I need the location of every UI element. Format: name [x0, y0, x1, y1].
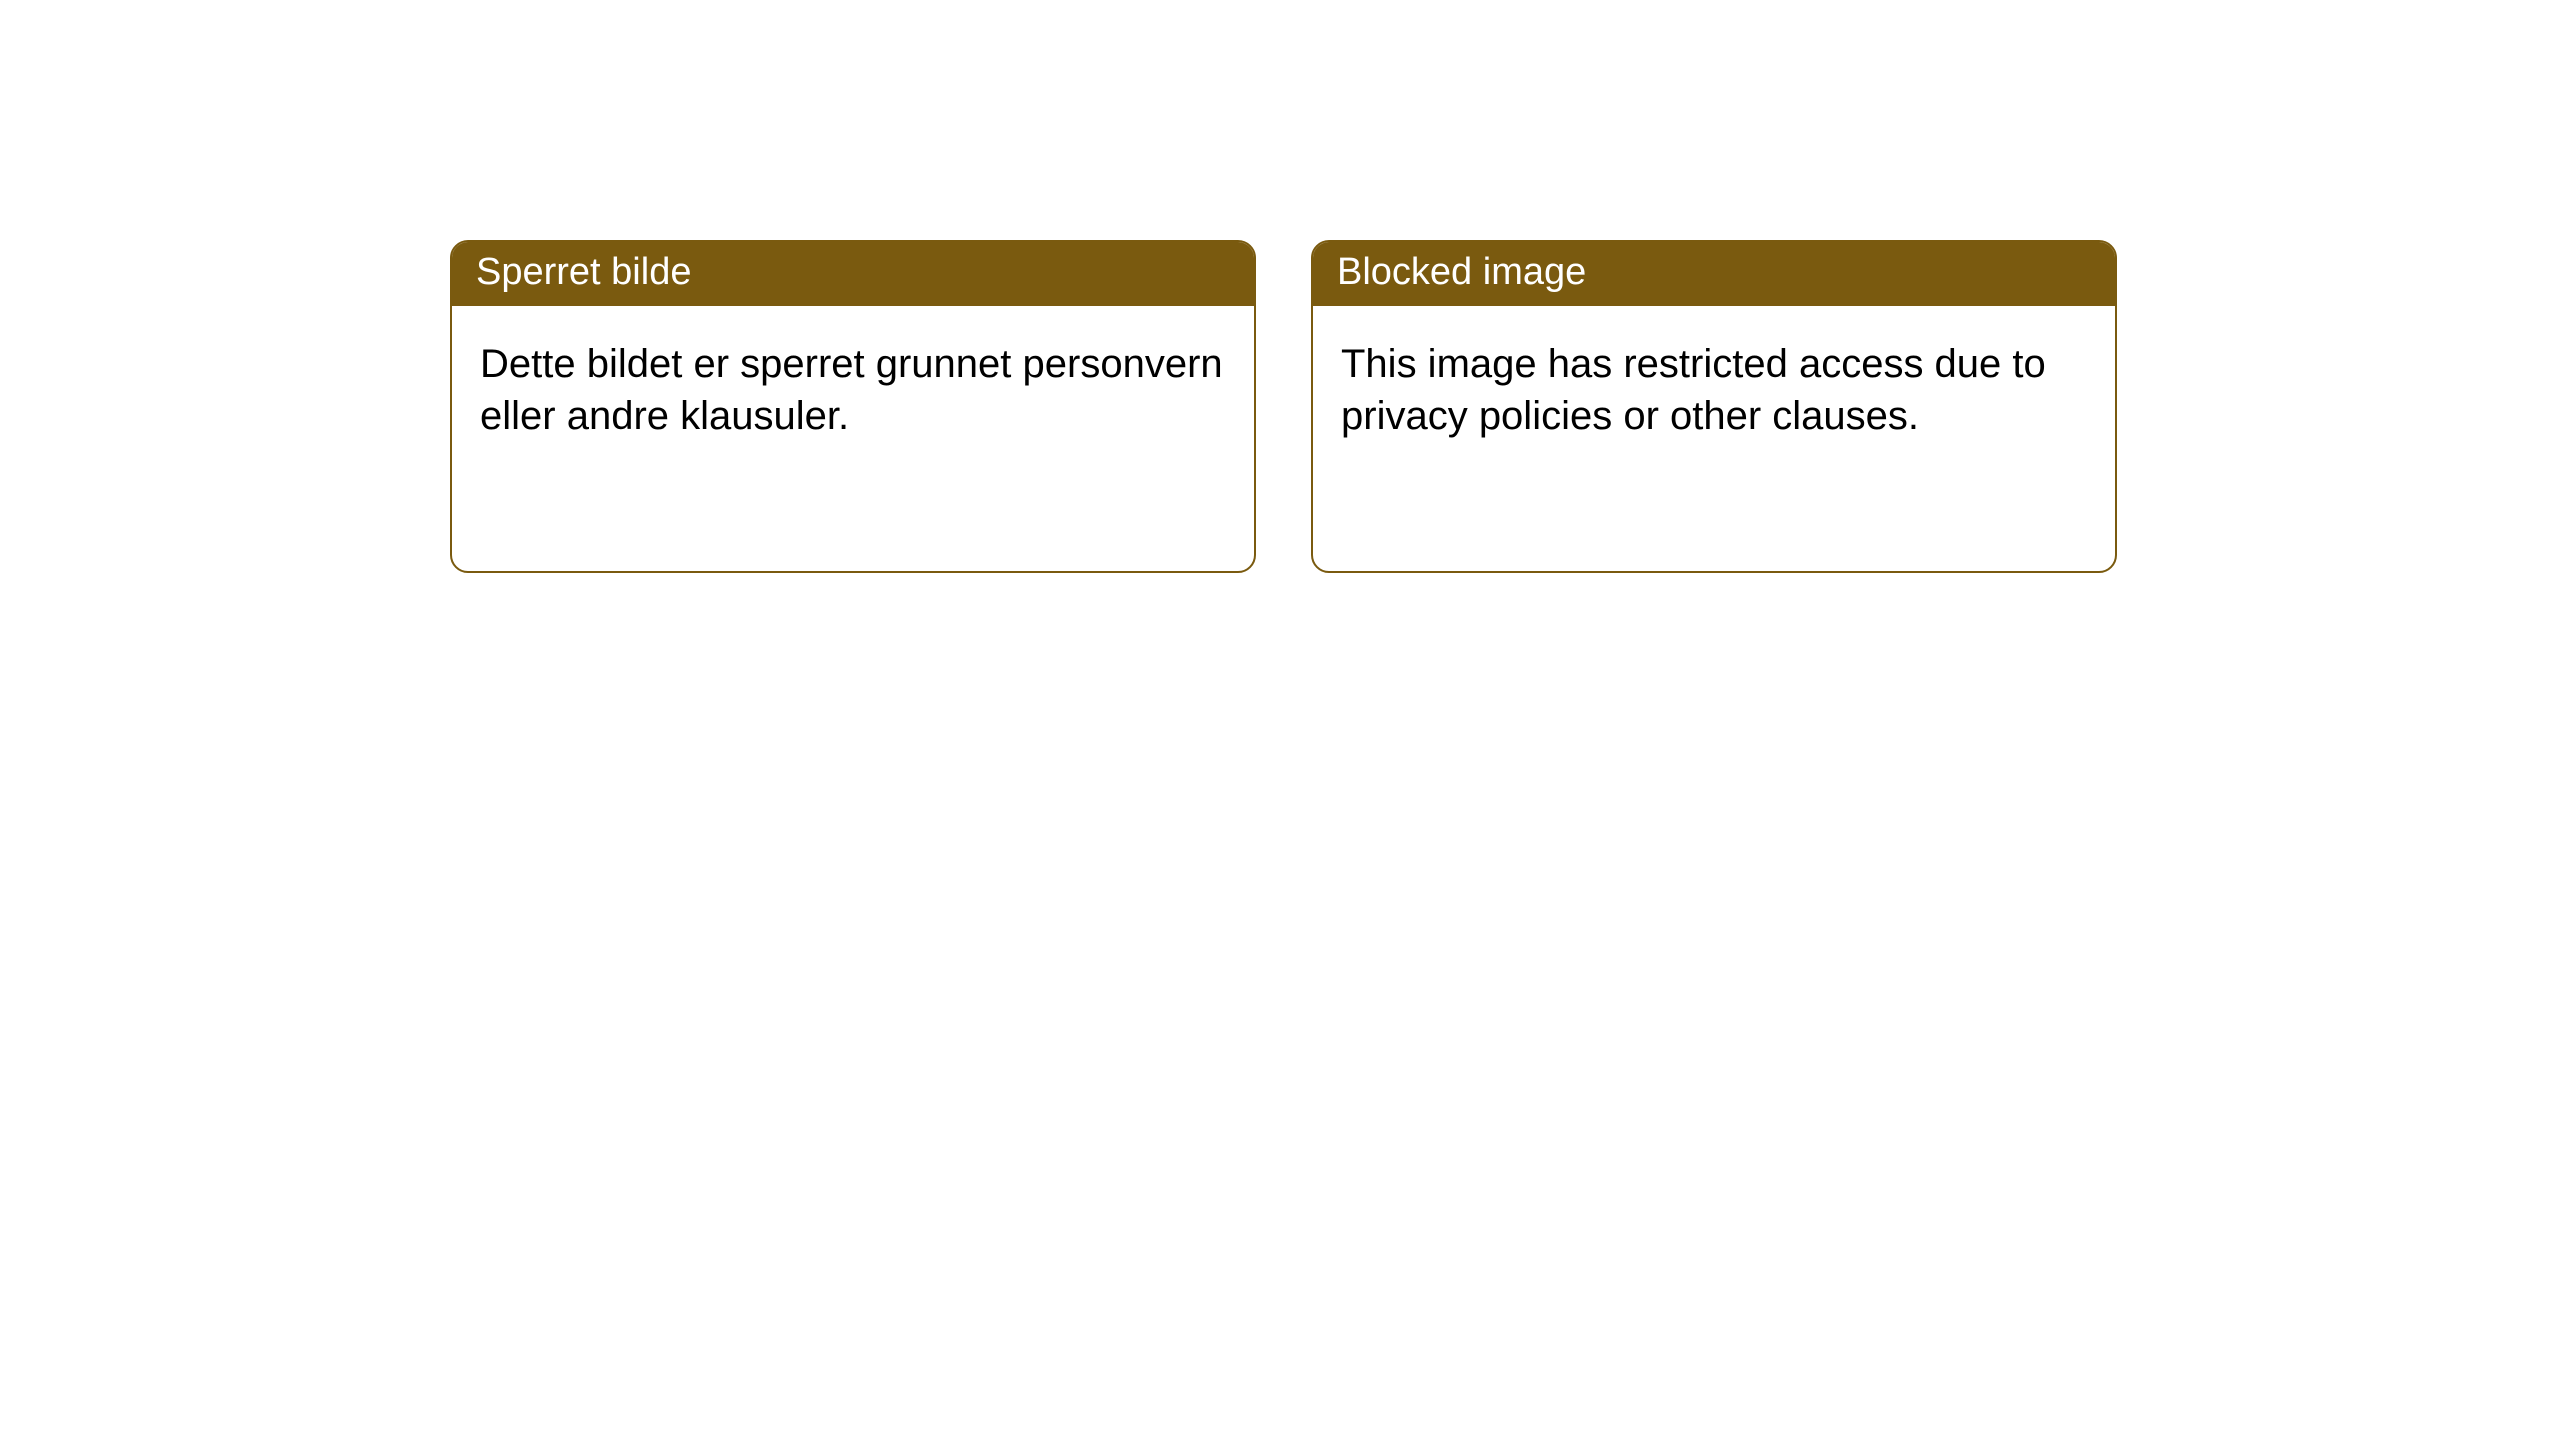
notice-card-english: Blocked image This image has restricted …: [1311, 240, 2117, 573]
notice-body: Dette bildet er sperret grunnet personve…: [452, 306, 1254, 474]
notice-card-norwegian: Sperret bilde Dette bildet er sperret gr…: [450, 240, 1256, 573]
notice-header: Blocked image: [1313, 242, 2115, 306]
notice-body: This image has restricted access due to …: [1313, 306, 2115, 474]
notice-container: Sperret bilde Dette bildet er sperret gr…: [0, 0, 2560, 573]
notice-header: Sperret bilde: [452, 242, 1254, 306]
